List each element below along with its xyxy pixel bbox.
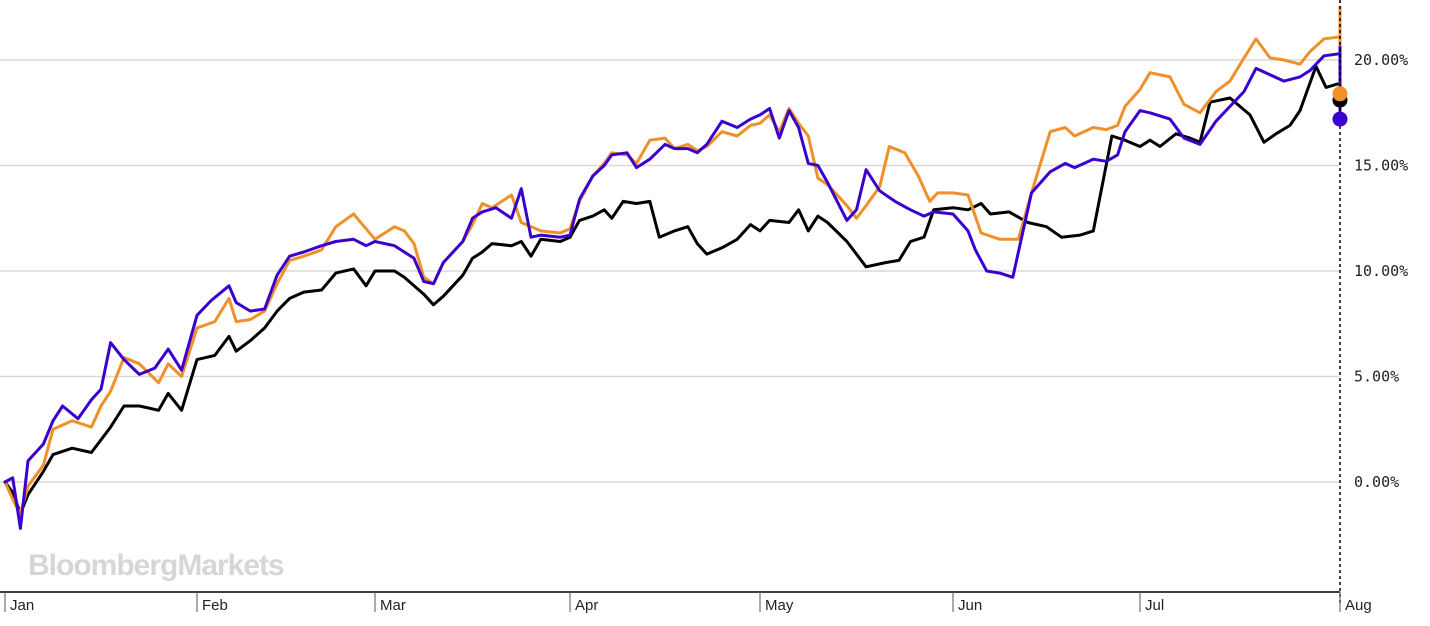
- y-tick-label: 10.00%: [1354, 262, 1408, 280]
- series-line-1: [3, 50, 1342, 516]
- grid-lines: [0, 59, 1340, 483]
- watermark-layer: BloombergMarkets: [28, 549, 285, 582]
- series-line-2: [3, 5, 1342, 516]
- x-axis-tick-labels: Jan Feb Mar Apr May Jun Jul Aug: [4, 592, 1372, 614]
- x-tick-label: Jul: [1145, 597, 1164, 614]
- x-tick-label: Apr: [575, 597, 598, 614]
- x-tick-label: May: [765, 597, 794, 614]
- x-tick-label: Jun: [958, 597, 982, 614]
- series-end-marker-3: [1332, 111, 1348, 127]
- y-tick-label: 20.00%: [1354, 51, 1408, 69]
- y-axis-tick-labels: 0.00% 5.00% 10.00% 15.00% 20.00%: [1354, 51, 1408, 491]
- series-group: [3, 5, 1342, 530]
- series-line-3: [3, 45, 1342, 530]
- y-tick-label: 15.00%: [1354, 157, 1408, 175]
- x-tick-label: Aug: [1345, 597, 1372, 614]
- axes-group: [0, 0, 1341, 604]
- series-end-markers: [1332, 86, 1348, 127]
- y-tick-label: 0.00%: [1354, 473, 1399, 491]
- series-end-marker-2: [1332, 86, 1348, 102]
- x-tick-label: Feb: [202, 597, 228, 614]
- x-tick-label: Jan: [10, 597, 34, 614]
- bloomberg-markets-watermark: BloombergMarkets: [28, 549, 284, 582]
- x-tick-label: Mar: [380, 597, 406, 614]
- y-tick-label: 5.00%: [1354, 368, 1399, 386]
